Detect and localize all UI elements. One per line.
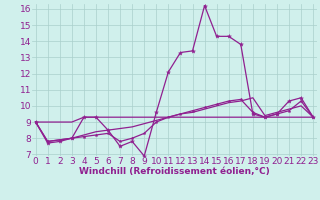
X-axis label: Windchill (Refroidissement éolien,°C): Windchill (Refroidissement éolien,°C) <box>79 167 270 176</box>
